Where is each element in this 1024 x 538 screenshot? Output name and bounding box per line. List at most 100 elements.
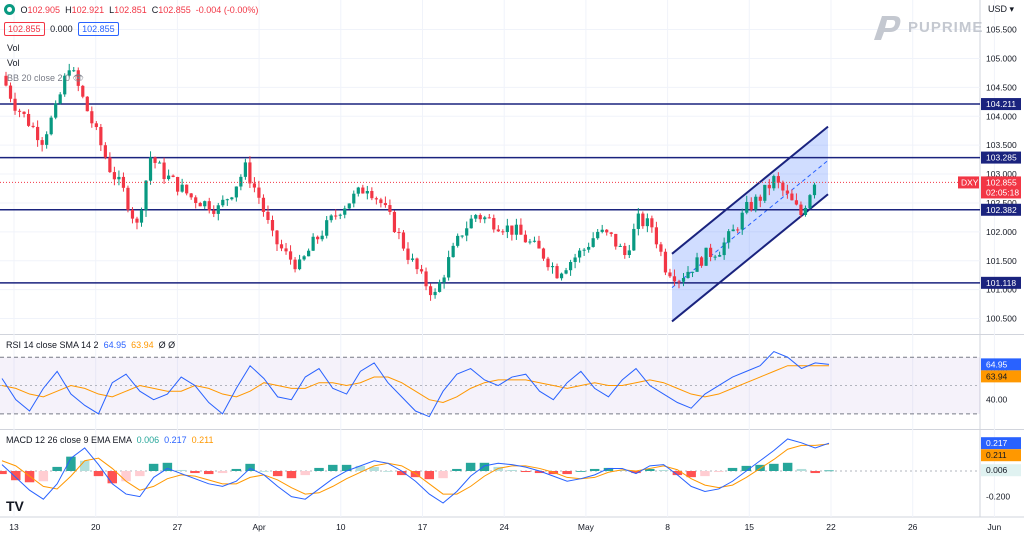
macd-histogram-bar (286, 471, 297, 479)
macd-histogram-bar (52, 466, 62, 471)
price-tick-label: 105.000 (986, 53, 1017, 63)
candle-body (167, 175, 171, 180)
currency-label: USD (988, 4, 1008, 14)
candle-body (94, 123, 98, 128)
level-price-tag (981, 276, 1021, 289)
rsi-pane (0, 350, 980, 418)
candle-body (135, 218, 139, 223)
candle-body (763, 184, 767, 201)
candle-body (618, 245, 622, 247)
macd-histogram-bar (521, 471, 531, 473)
candle-body (812, 184, 817, 196)
time-tick-label: 26 (908, 522, 918, 532)
rsi-legend-label: RSI 14 close SMA 14 2 (6, 340, 99, 350)
macd-histogram-bar (135, 471, 145, 477)
rsi-value-label: 64.95 (986, 359, 1008, 369)
candle-body (302, 256, 306, 260)
high-label: H (65, 5, 72, 15)
symbol-tag (958, 176, 979, 189)
candle-body (704, 247, 708, 266)
macd-histogram-bar (300, 471, 310, 476)
bid-box[interactable]: 102.855 (4, 22, 45, 36)
candle-body (379, 199, 383, 204)
time-tick-label: 8 (665, 522, 670, 532)
candle-body (564, 270, 568, 274)
ask-box[interactable]: 102.855 (78, 22, 119, 36)
macd-histogram-bar (645, 468, 655, 471)
macd-histogram-bar (438, 471, 448, 479)
candle-body (176, 176, 180, 192)
rsi-ma-label: 63.94 (986, 371, 1008, 381)
symbol-tag-label: DXY (961, 177, 979, 187)
rsi-legend[interactable]: RSI 14 close SMA 14 2 64.95 63.94 Ø Ø (6, 340, 175, 350)
currency-selector[interactable]: USD ▾ (988, 4, 1015, 14)
macd-histogram-bar (824, 470, 834, 472)
candle-body (605, 229, 609, 233)
candle-body (433, 291, 437, 296)
candle-body (519, 224, 523, 235)
candle-body (108, 157, 112, 173)
candle-body (559, 273, 564, 279)
candle-body (424, 271, 428, 287)
candle-body (72, 70, 76, 72)
candle-body (686, 271, 690, 278)
candle-body (189, 193, 193, 198)
bb-label[interactable]: BB 20 close 2 0 👁 (7, 73, 84, 84)
close-label: C (151, 5, 159, 15)
candle-body (130, 209, 135, 219)
macd-legend-macd: 0.217 (164, 435, 187, 445)
candle-body (528, 241, 532, 243)
macd-histogram-bar (121, 471, 131, 482)
candle-body (568, 262, 573, 271)
macd-histogram-bar (38, 471, 49, 482)
change-value: -0.004 (-0.00%) (195, 5, 259, 15)
candle-body (343, 208, 347, 215)
eye-crossed-icon[interactable]: 👁 (72, 73, 84, 83)
price-tick-label: 100.500 (986, 314, 1017, 324)
macd-histogram-bar (369, 466, 379, 471)
candle-body (171, 175, 175, 177)
candle-body (361, 187, 365, 194)
candle-body (596, 231, 600, 239)
macd-histogram-bar (617, 469, 627, 471)
candle-body (641, 213, 645, 227)
macd-histogram-bar (424, 471, 435, 480)
tradingview-logo-icon: TV (6, 498, 24, 514)
candle-body (745, 201, 749, 213)
candle-body (230, 197, 234, 200)
time-tick-label: 10 (336, 522, 346, 532)
candle-body (45, 134, 49, 145)
candle-body (627, 250, 631, 256)
volume-label-2[interactable]: Vol (7, 58, 20, 68)
macd-legend[interactable]: MACD 12 26 close 9 EMA EMA 0.006 0.217 0… (6, 435, 214, 445)
candle-body (419, 269, 424, 272)
candle-body (126, 187, 130, 210)
macd-legend-label: MACD 12 26 close 9 EMA EMA (6, 435, 132, 445)
candle-body (668, 272, 672, 277)
candle-body (650, 218, 654, 228)
price-tick-label: 101.000 (986, 285, 1017, 295)
macd-histogram-bar (727, 467, 738, 471)
circle-dot-icon[interactable] (4, 4, 15, 15)
candle-body (212, 210, 216, 214)
candle-body (261, 197, 266, 212)
time-tick-label: 24 (499, 522, 509, 532)
candle-body (469, 218, 473, 229)
candle-body (654, 227, 658, 245)
candle-body (275, 230, 279, 245)
volume-label-1[interactable]: Vol (7, 43, 20, 53)
macd-histogram-bar (190, 471, 200, 474)
time-tick-label: 13 (9, 522, 19, 532)
candle-body (767, 184, 771, 189)
level-price-label: 101.118 (986, 278, 1016, 288)
low-label: L (109, 5, 115, 15)
spread-value: 0.000 (50, 24, 73, 34)
candle-body (338, 214, 342, 216)
macd-hist-tag (981, 464, 1021, 477)
candle-body (428, 286, 433, 296)
candle-body (663, 251, 668, 273)
candle-body (582, 249, 586, 251)
macd-histogram-bar (176, 469, 186, 471)
close-value: 102.855 (158, 5, 191, 15)
